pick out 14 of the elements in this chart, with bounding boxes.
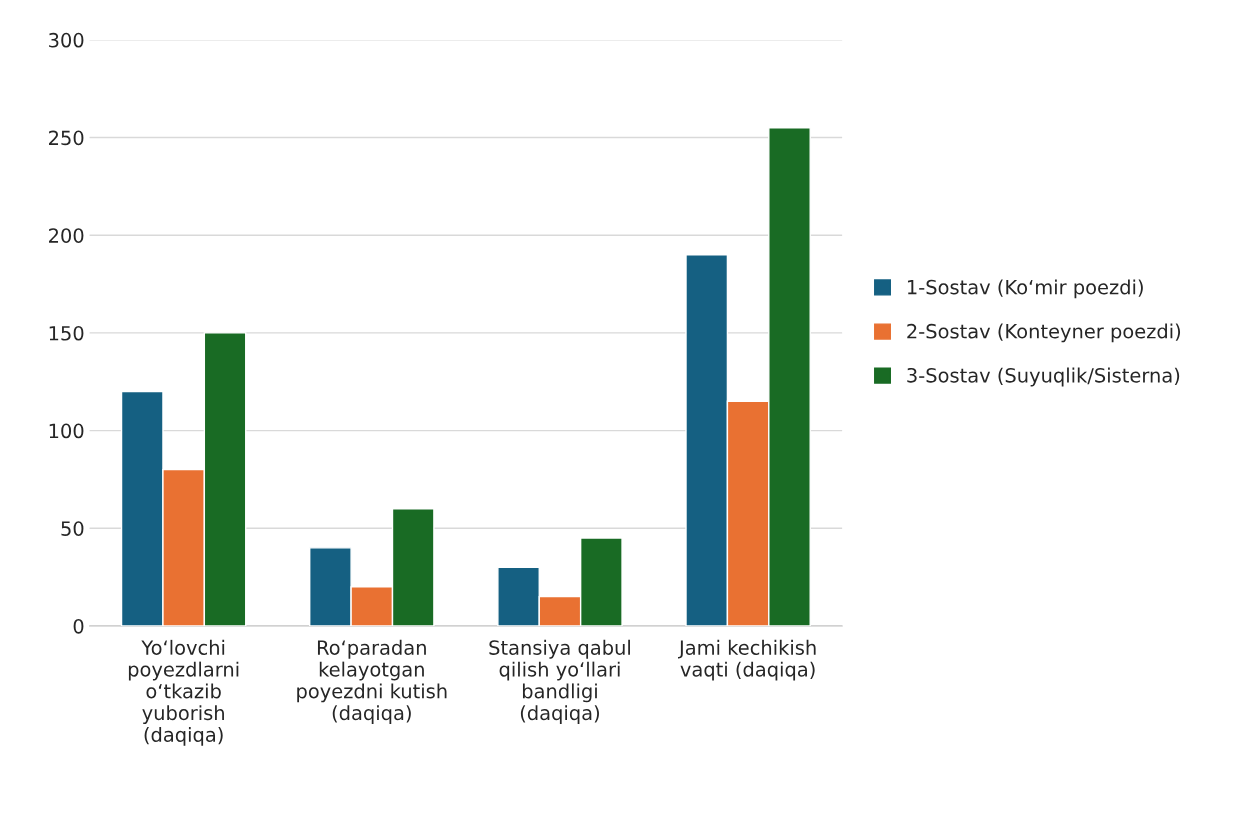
- x-tick-label: Stansiya qabul qilish yo‘llari bandligi (daqiqa): [489, 639, 630, 724]
- y-tick-label: 250: [49, 130, 84, 146]
- legend-label: 3-Sostav (Suyuqlik/Sisterna): [907, 367, 1180, 387]
- y-tick-label: 100: [49, 423, 84, 439]
- x-tick-label: Ro‘paradan kelayotgan poyezdni kutish (daqiqa): [297, 639, 447, 724]
- legend-label: 1-Sostav (Ko‘mir poezdi): [907, 279, 1143, 299]
- y-tick-label: 0: [73, 618, 84, 634]
- y-tick-label: 150: [49, 325, 84, 341]
- y-tick-label: 200: [49, 228, 84, 243]
- legend-label: 2-Sostav (Konteyner poezdi): [907, 323, 1181, 343]
- x-tick-label: Jami kechikish vaqti (daqiqa): [677, 639, 816, 681]
- x-tick-label: Yo‘lovchi poyezdlarni o‘tkazib yuborish (daqiqa): [128, 639, 239, 746]
- y-tick-label: 300: [49, 32, 84, 48]
- y-tick-label: 50: [61, 521, 84, 536]
